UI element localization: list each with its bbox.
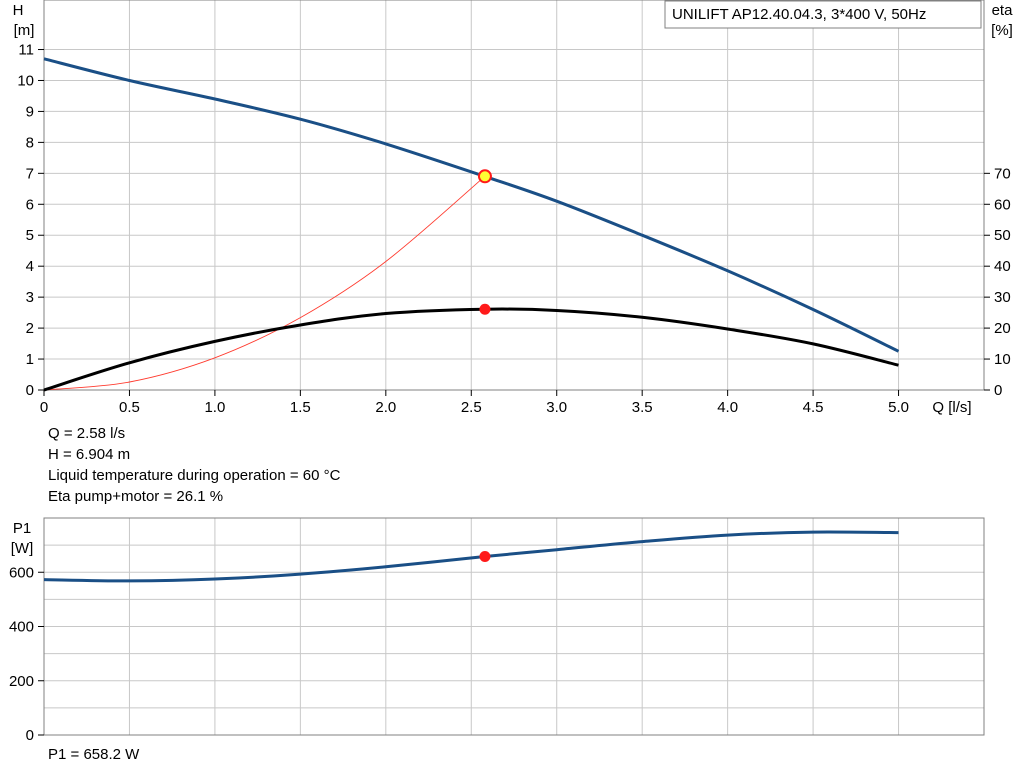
y-tick-label-right: 0 xyxy=(994,382,1002,399)
x-tick-label: 2.5 xyxy=(461,399,482,416)
y-tick-label-right: 70 xyxy=(994,165,1011,182)
bottom-chart-ticks: 0 200 400 600 xyxy=(9,564,44,744)
x-tick-label: 1.5 xyxy=(290,399,311,416)
top-chart-frame xyxy=(43,0,985,391)
legend-label: UNILIFT AP12.40.04.3, 3*400 V, 50Hz xyxy=(672,6,926,23)
legend-frame xyxy=(664,0,982,29)
y-tick-label-left: 5 xyxy=(26,227,34,244)
top-chart-grid xyxy=(44,0,984,390)
y-axis-label-head: H xyxy=(13,2,24,19)
y-tick-label-left: 9 xyxy=(26,103,34,120)
top-chart-ticks: 0 0.5 1.0 1.5 2.0 2.5 3.0 3.5 4.0 4.5 5.0 0 1 2 3 4 5 6 7 8… xyxy=(17,42,1010,416)
y-axis-label-eta-line1: eta xyxy=(992,2,1014,19)
x-axis-label: Q [l/s] xyxy=(932,399,971,416)
duty-point-eta xyxy=(479,303,491,315)
y-tick-label-left: 11 xyxy=(18,42,34,59)
y-tick-label-left: 6 xyxy=(26,196,34,213)
x-tick-label: 0.5 xyxy=(119,399,140,416)
y-tick-label-right: 50 xyxy=(994,227,1011,244)
readout-eta: Eta pump+motor = 26.1 % xyxy=(48,488,224,505)
y-axis-label-power-line1: P1 xyxy=(13,520,31,537)
y-axis-label-eta-line2: [%] xyxy=(991,22,1013,39)
readout-q: Q = 2.58 l/s xyxy=(48,425,126,442)
y-axis-label-power-line2: [W] xyxy=(11,540,34,557)
duty-point-power xyxy=(479,550,491,562)
readout-p1: P1 = 658.2 W xyxy=(48,746,140,763)
y-tick-label-left: 4 xyxy=(26,258,34,275)
duty-point-head xyxy=(477,169,492,184)
legend-box: UNILIFT AP12.40.04.3, 3*400 V, 50Hz xyxy=(664,0,982,29)
x-tick-label: 2.0 xyxy=(375,399,396,416)
readout-h: H = 6.904 m xyxy=(48,446,131,463)
top-chart-curves xyxy=(43,57,900,392)
y-tick-label-right: 30 xyxy=(994,289,1011,306)
system-curve xyxy=(43,175,486,391)
power-y-tick-label: 600 xyxy=(9,564,34,581)
power-y-tick-label: 400 xyxy=(9,619,34,636)
x-tick-label: 1.0 xyxy=(204,399,225,416)
y-axis-label-head-line1: H xyxy=(13,2,24,19)
power-y-tick-label: 200 xyxy=(9,673,34,690)
y-tick-label-right: 40 xyxy=(994,258,1011,275)
y-tick-label-left: 2 xyxy=(26,320,34,337)
readout-liquid-temp: Liquid temperature during operation = 60… xyxy=(48,467,341,484)
bottom-chart-grid xyxy=(44,518,984,735)
y-tick-label-right: 60 xyxy=(994,196,1011,213)
y-axis-label-head-line2: [m] xyxy=(14,22,35,39)
y-tick-label-left: 3 xyxy=(26,289,34,306)
x-tick-label: 0 xyxy=(40,399,48,416)
y-tick-label-left: 7 xyxy=(26,165,34,182)
x-tick-label: 3.5 xyxy=(632,399,653,416)
y-tick-label-right: 20 xyxy=(994,320,1011,337)
x-tick-label: 4.5 xyxy=(803,399,824,416)
y-tick-label-right: 10 xyxy=(994,351,1011,368)
power-y-tick-label: 0 xyxy=(26,727,34,744)
x-tick-label: 3.0 xyxy=(546,399,567,416)
bottom-chart-curves xyxy=(43,530,899,583)
y-tick-label-left: 1 xyxy=(26,351,34,368)
y-tick-label-left: 10 xyxy=(17,72,34,89)
y-tick-label-left: 8 xyxy=(26,134,34,151)
x-tick-label: 5.0 xyxy=(888,399,909,416)
x-tick-label: 4.0 xyxy=(717,399,738,416)
y-tick-label-left: 0 xyxy=(26,382,34,399)
